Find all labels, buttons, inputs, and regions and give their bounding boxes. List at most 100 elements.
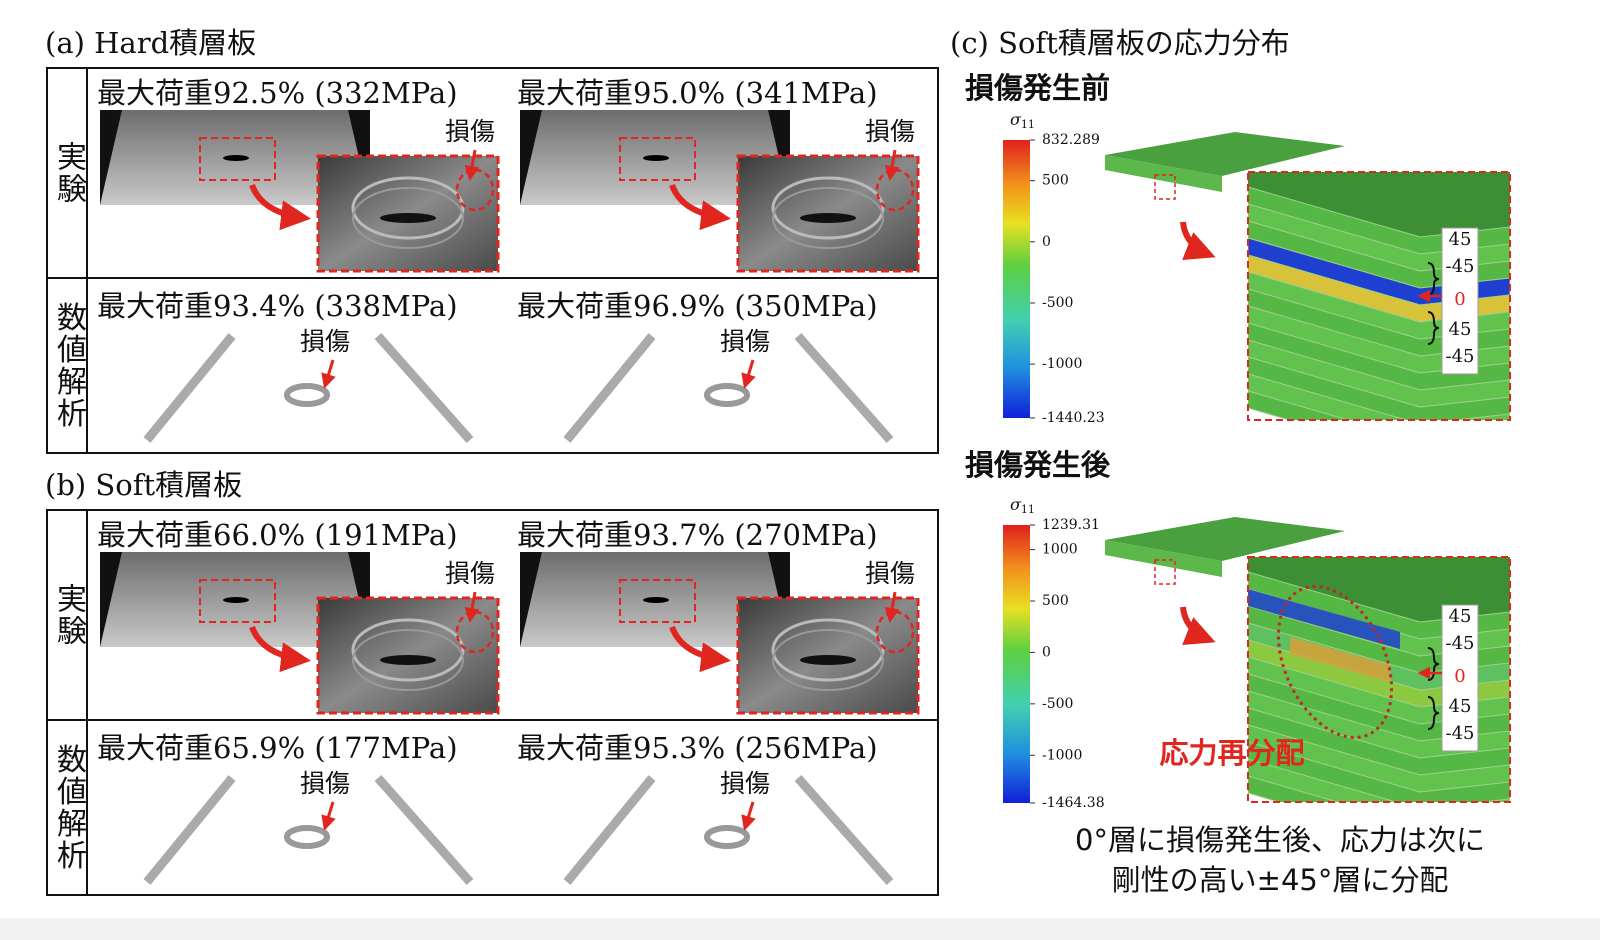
roi-box <box>199 137 276 181</box>
colorbar-label: -1440.23 <box>1042 410 1105 426</box>
plate-side <box>1105 155 1222 192</box>
layer <box>1248 373 1510 420</box>
specimen-edge <box>374 333 474 443</box>
colorbar-label: -1464.38 <box>1042 795 1105 811</box>
transfer-arrow <box>1180 221 1216 261</box>
caption: 最大荷重95.0% (341MPa) <box>517 76 878 110</box>
panel-frame <box>46 509 939 896</box>
layer <box>1248 390 1350 420</box>
state-heading: 損傷発生前 <box>965 71 1110 105</box>
layer-label: 45 <box>1449 319 1472 340</box>
row-label: 実験 <box>51 141 87 205</box>
specimen-edge <box>143 333 236 443</box>
symbol: σ <box>1010 495 1022 514</box>
damage-arrow <box>884 149 900 181</box>
damage-label: 損傷 <box>865 559 915 588</box>
annotation: 応力再分配 <box>1159 736 1304 770</box>
specimen-edge <box>374 775 474 885</box>
colorbar-symbol: σ11 <box>1010 495 1035 517</box>
colorbar-label: 1000 <box>1042 542 1078 558</box>
colorbar <box>1003 140 1030 418</box>
layer <box>1248 339 1510 408</box>
damage-arrow <box>741 801 756 831</box>
transfer-arrow <box>249 183 311 231</box>
layer <box>1248 707 1510 776</box>
damage-label: 損傷 <box>300 769 350 798</box>
layer <box>1248 758 1510 802</box>
layer <box>1248 356 1510 420</box>
bracket <box>1427 647 1440 681</box>
xray-shadow <box>520 110 542 205</box>
damage-arrow <box>464 149 480 181</box>
ring <box>284 383 330 407</box>
transfer-arrow <box>669 183 731 231</box>
damage-mark <box>455 168 495 212</box>
plate-top <box>1105 132 1345 176</box>
ring <box>771 618 885 682</box>
subscript: 11 <box>1021 503 1035 516</box>
ring <box>352 629 464 691</box>
transfer-arrow <box>669 625 731 673</box>
damage-arrow <box>464 591 480 623</box>
colorbar-label: -1000 <box>1042 747 1082 763</box>
caption: 最大荷重65.9% (177MPa) <box>97 731 458 765</box>
layer-label: -45 <box>1446 346 1475 367</box>
damage-label: 損傷 <box>720 769 770 798</box>
ring <box>704 825 750 849</box>
panel-title: (b) Soft積層板 <box>45 468 242 502</box>
roi-box <box>199 579 276 623</box>
ring <box>704 383 750 407</box>
damage-mark <box>455 610 495 654</box>
xray-shadow <box>100 110 122 205</box>
colorbar <box>1003 525 1030 803</box>
specimen-edge <box>563 775 656 885</box>
roi-box <box>619 579 696 623</box>
ring-hole <box>380 655 436 665</box>
damage-arrow <box>884 591 900 623</box>
plate-top <box>1105 517 1345 561</box>
ring-hole <box>800 655 856 665</box>
layer-label: 45 <box>1449 606 1472 627</box>
zoom-top <box>1248 172 1510 237</box>
bracket <box>1427 262 1440 296</box>
bottom-strip <box>0 918 1600 940</box>
damage-arrow <box>321 359 336 389</box>
caption: 最大荷重95.3% (256MPa) <box>517 731 878 765</box>
specimen-edge <box>794 333 894 443</box>
specimen-edge <box>143 775 236 885</box>
specimen-edge <box>794 775 894 885</box>
row-label: 数値解析 <box>51 744 87 872</box>
layer-label: 0 <box>1454 666 1465 687</box>
ring-hole <box>800 213 856 223</box>
subscript: 11 <box>1021 118 1035 131</box>
colorbar-label: 500 <box>1042 173 1069 189</box>
colorbar-label: -500 <box>1042 295 1073 311</box>
layer <box>1248 741 1510 802</box>
roi-box <box>619 137 696 181</box>
caption: 最大荷重66.0% (191MPa) <box>97 518 458 552</box>
symbol: σ <box>1010 110 1022 129</box>
layer-label-box <box>1441 227 1479 375</box>
damage-label: 損傷 <box>865 117 915 146</box>
colorbar-label: 1239.31 <box>1042 517 1100 533</box>
colorbar-label: -500 <box>1042 696 1073 712</box>
ring <box>351 618 465 682</box>
stress-band <box>1290 637 1390 682</box>
hole <box>643 597 669 603</box>
xray-shadow <box>100 552 122 647</box>
roi-box <box>1154 559 1176 585</box>
layer <box>1248 775 1340 802</box>
colorbar-label: 0 <box>1042 644 1051 660</box>
layer-label: 45 <box>1449 229 1472 250</box>
ring-hole <box>380 213 436 223</box>
layer-label-box <box>1441 604 1479 752</box>
zoom-frame <box>1247 556 1511 803</box>
layer <box>1248 724 1510 793</box>
ring <box>351 176 465 240</box>
damage-mark <box>875 610 915 654</box>
caption-line: 剛性の高い±45°層に分配 <box>1112 863 1449 897</box>
layer-label: -45 <box>1446 723 1475 744</box>
hole <box>643 155 669 161</box>
